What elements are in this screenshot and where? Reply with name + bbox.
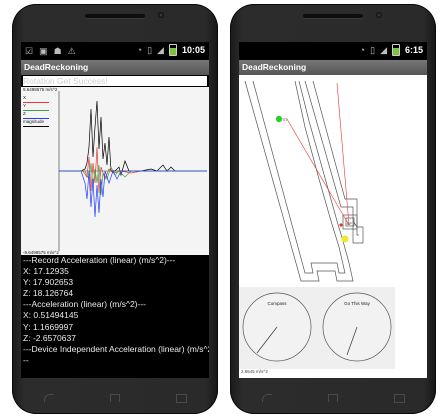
checkbox-icon: ☑	[25, 46, 34, 56]
earpiece	[85, 14, 145, 18]
wall-corridor-2-inner	[312, 80, 359, 236]
home-key-icon[interactable]	[326, 393, 340, 403]
readout-line: ---Record Acceleration (linear) (m/s^2)-…	[23, 255, 176, 265]
readout-line: Y: 17.902653	[23, 277, 74, 288]
dials-drawing	[242, 292, 392, 362]
start-label: ST	[283, 118, 288, 122]
app-title-bar: DeadReckoning	[21, 60, 209, 75]
earpiece	[303, 14, 363, 18]
sim-icon: ▯	[147, 45, 153, 55]
screen-left: ☑ ▣ ☗ ⚠ ◔ ▯ ◢ 10:05 DeadReckoning Rotati…	[21, 42, 209, 378]
wifi-icon: ◔	[359, 45, 366, 55]
legend-item-y: Y	[23, 103, 53, 112]
acceleration-readout[interactable]: ---Record Acceleration (linear) (m/s^2)-…	[21, 255, 209, 378]
recent-apps-key-icon[interactable]	[174, 393, 188, 403]
back-key-icon[interactable]	[260, 393, 274, 403]
compass-needle	[256, 326, 278, 354]
android-icon: ☗	[53, 46, 62, 56]
battery-icon	[391, 44, 400, 56]
series-z	[59, 170, 207, 218]
graph-min-label: -9.6498575 m/s^2	[23, 250, 59, 255]
wall-inner-left	[252, 80, 346, 274]
series-magnitude	[59, 100, 207, 177]
screen-right: ◔ ▯ ◢ 6:15 DeadReckoning	[239, 42, 427, 378]
small-room-inner	[345, 217, 355, 227]
series-y	[59, 162, 207, 196]
readout-line: Y: 1.1669997	[23, 321, 74, 332]
readout-line: Z: 18.126764	[23, 288, 74, 299]
back-key-icon[interactable]	[42, 393, 56, 403]
current-position-marker	[341, 235, 349, 243]
home-key-icon[interactable]	[108, 393, 122, 403]
graph-legend: X Y Z magnitude	[23, 95, 53, 128]
app-content[interactable]: ST CP Compass Go This Way 2.8545 m/s^2	[239, 75, 427, 378]
front-camera	[158, 12, 164, 18]
battery-icon	[168, 44, 177, 56]
acceleration-graph: 9.6498575 m/s^2 X Y Z magni	[21, 87, 209, 255]
heading-marker	[339, 223, 343, 227]
legend-item-z: Z	[23, 111, 53, 120]
current-label: CP	[347, 222, 353, 226]
panel-spacer	[395, 287, 427, 378]
start-position-marker	[275, 115, 283, 123]
signal-icon: ◢	[380, 45, 387, 55]
readout-line: ---Acceleration (linear) (m/s^2)---	[23, 299, 147, 310]
small-room	[342, 214, 358, 230]
wall-outer-left	[244, 80, 354, 282]
compass-label: Compass	[267, 301, 287, 306]
status-time: 6:15	[404, 45, 423, 55]
readout-line: Z: -2.6570637	[23, 332, 76, 343]
status-time: 10:05	[181, 45, 205, 55]
wall-corridor-2-outer	[304, 80, 364, 244]
status-bar: ◔ ▯ ◢ 6:15	[239, 42, 427, 60]
image-icon: ▣	[39, 46, 48, 56]
readout-line: X: 0.51494145	[23, 310, 79, 321]
bottom-reading: 2.8545 m/s^2	[241, 369, 268, 374]
hardware-nav-bar	[260, 392, 406, 404]
direction-needle	[346, 326, 358, 356]
app-title-bar: DeadReckoning	[239, 60, 427, 75]
readout-line: X: 17.12935	[23, 266, 69, 277]
wifi-icon: ◔	[136, 45, 143, 55]
series-x	[59, 146, 207, 194]
app-content[interactable]: Rotation Get Success! 9.6498575 m/s^2 X	[21, 75, 209, 378]
rotation-message: Rotation Get Success!	[23, 76, 207, 86]
legend-item-magnitude: magnitude	[23, 119, 53, 128]
hardware-nav-bar	[42, 392, 188, 404]
front-camera	[376, 12, 382, 18]
sim-icon: ▯	[370, 45, 376, 55]
readout-line: ---Device Independent Acceleration (line…	[23, 343, 209, 354]
signal-icon: ◢	[157, 45, 164, 55]
graph-max-label: 9.6498575 m/s^2	[23, 87, 58, 92]
phone-right: ◔ ▯ ◢ 6:15 DeadReckoning	[230, 4, 436, 414]
legend-item-x: X	[23, 95, 53, 104]
readout-line: --	[23, 354, 29, 365]
status-bar: ☑ ▣ ☗ ⚠ ◔ ▯ ◢ 10:05	[21, 42, 209, 60]
path-line-2	[336, 82, 350, 226]
path-line	[286, 118, 350, 226]
floor-map[interactable]: ST CP	[239, 75, 427, 287]
go-this-way-label: Go This Way	[344, 301, 370, 306]
warning-icon: ⚠	[67, 46, 76, 56]
phone-left: ☑ ▣ ☗ ⚠ ◔ ▯ ◢ 10:05 DeadReckoning Rotati…	[12, 4, 218, 414]
compass-panel: Compass Go This Way	[239, 287, 395, 369]
graph-plot	[58, 91, 207, 251]
floor-map-drawing: ST CP	[244, 80, 364, 282]
recent-apps-key-icon[interactable]	[392, 393, 406, 403]
